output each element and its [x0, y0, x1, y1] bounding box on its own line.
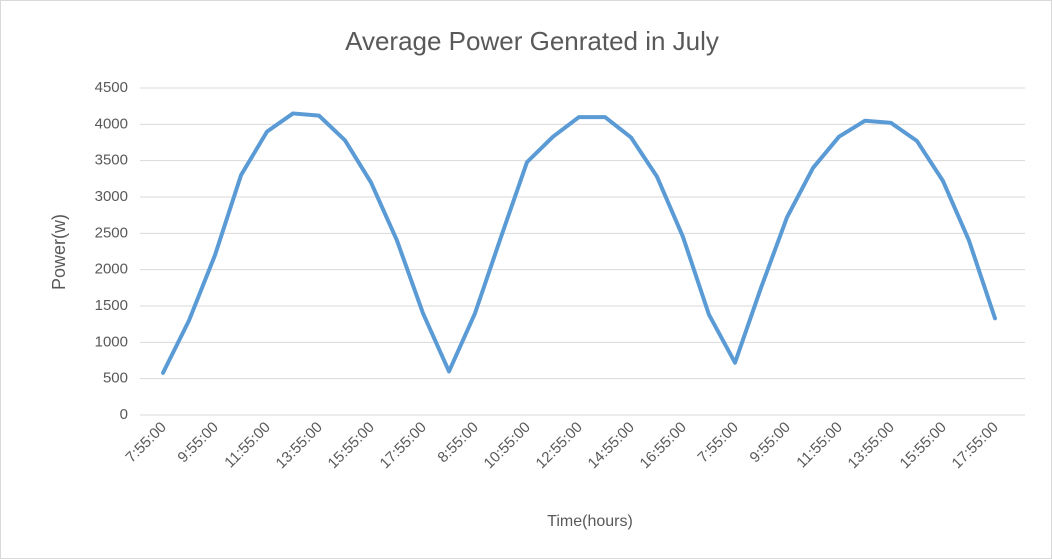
y-tick-label: 2500 — [95, 224, 128, 241]
data-line — [161, 111, 997, 375]
y-tick-label: 500 — [103, 370, 128, 387]
y-tick-label: 1500 — [95, 297, 128, 314]
y-tick-label: 3500 — [95, 152, 128, 169]
y-tick-label: 4000 — [95, 115, 128, 132]
y-tick-label: 0 — [120, 406, 128, 423]
y-axis-label: Power(w) — [49, 214, 69, 290]
y-tick-label: 4500 — [95, 79, 128, 96]
y-tick-label: 2000 — [95, 261, 128, 278]
x-axis-label: Time(hours) — [547, 513, 633, 530]
y-tick-label: 1000 — [95, 333, 128, 350]
y-tick-label: 3000 — [95, 188, 128, 205]
chart-title: Average Power Genrated in July — [345, 26, 719, 56]
